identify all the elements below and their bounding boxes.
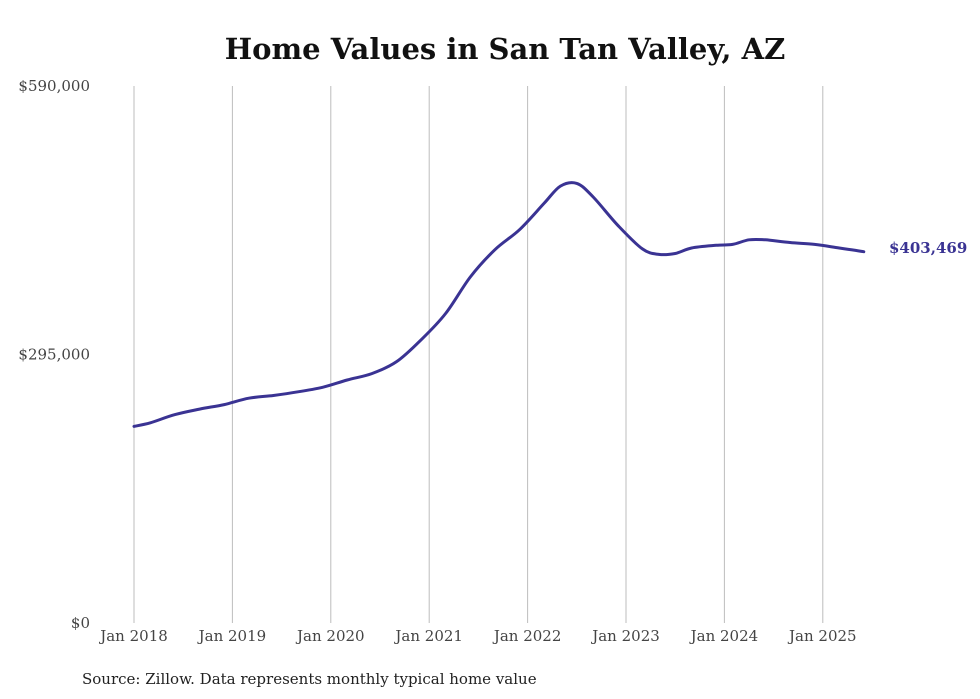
y-tick-label: $0 — [71, 614, 90, 632]
y-tick-label: $295,000 — [18, 346, 90, 364]
x-axis-tick-labels: Jan 2018 Jan 2019 Jan 2020 Jan 2021 Jan 2022… — [98, 627, 856, 645]
x-tick-label: Jan 2020 — [295, 627, 365, 645]
x-tick-label: Jan 2018 — [98, 627, 168, 645]
x-tick-label: Jan 2022 — [492, 627, 562, 645]
y-axis-tick-labels: $0 $295,000 $590,000 — [18, 77, 90, 632]
x-tick-label: Jan 2024 — [689, 627, 759, 645]
series-line-home-value — [132, 181, 866, 428]
x-tick-label: Jan 2021 — [393, 627, 463, 645]
chart-title: Home Values in San Tan Valley, AZ — [225, 32, 786, 66]
source-note: Source: Zillow. Data represents monthly … — [82, 670, 537, 688]
y-tick-label: $590,000 — [18, 77, 90, 95]
gridlines — [133, 86, 824, 623]
x-tick-label: Jan 2023 — [590, 627, 660, 645]
x-tick-label: Jan 2019 — [197, 627, 267, 645]
x-tick-label: Jan 2025 — [787, 627, 857, 645]
end-value-label: $403,469 — [889, 239, 967, 257]
